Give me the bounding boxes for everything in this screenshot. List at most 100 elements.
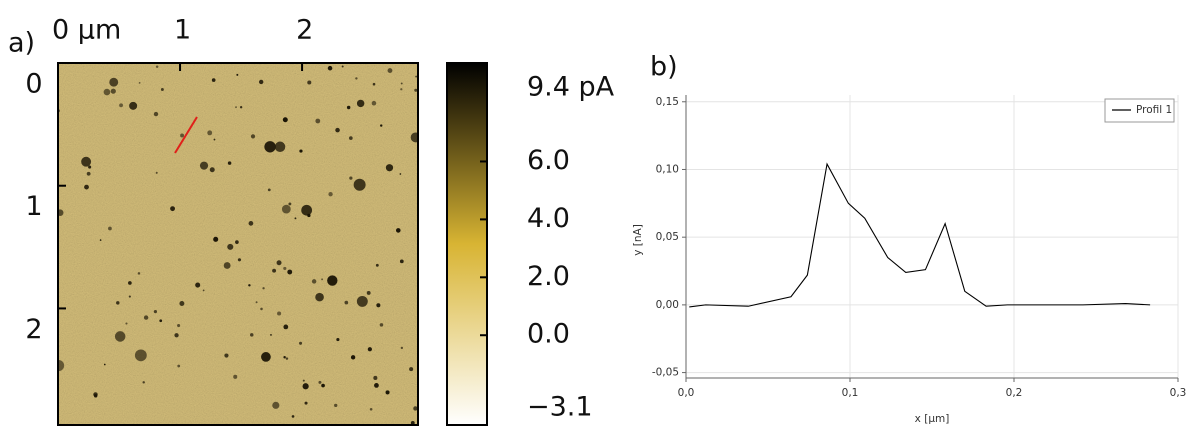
spot bbox=[267, 188, 271, 192]
y-tick-label: -0,05 bbox=[652, 367, 679, 379]
spot bbox=[103, 363, 106, 366]
spot bbox=[213, 236, 219, 242]
spot bbox=[81, 156, 92, 167]
y-tick-label: 2 bbox=[25, 314, 42, 345]
spot bbox=[385, 390, 390, 395]
spot bbox=[346, 105, 351, 110]
spot bbox=[328, 192, 333, 197]
spot bbox=[399, 259, 404, 264]
spot bbox=[250, 333, 254, 337]
spot bbox=[367, 347, 372, 352]
spot bbox=[262, 287, 265, 290]
spot bbox=[153, 111, 159, 117]
spot bbox=[235, 240, 239, 244]
spot bbox=[299, 149, 303, 153]
x-tick-label: 0,1 bbox=[842, 387, 859, 399]
spot bbox=[372, 82, 376, 86]
spot bbox=[108, 226, 112, 231]
spot bbox=[299, 341, 303, 345]
spot bbox=[103, 88, 111, 96]
spot bbox=[395, 228, 401, 233]
spot bbox=[380, 124, 383, 127]
spot bbox=[400, 82, 403, 85]
spot bbox=[334, 403, 338, 408]
spot bbox=[153, 309, 157, 314]
x-tick-label: 0,3 bbox=[1170, 387, 1187, 399]
spot bbox=[269, 333, 273, 336]
y-axis-label: y [nA] bbox=[632, 224, 644, 256]
spot bbox=[235, 106, 237, 109]
spot bbox=[366, 290, 371, 295]
spot bbox=[138, 82, 141, 84]
spot bbox=[369, 407, 373, 411]
spot bbox=[86, 171, 91, 176]
spot bbox=[413, 406, 418, 411]
legend-box bbox=[1104, 98, 1175, 123]
y-tick-label: 0,00 bbox=[656, 299, 679, 311]
spot bbox=[277, 311, 282, 316]
spot bbox=[379, 323, 384, 327]
x-tick-label: 0,0 bbox=[678, 387, 695, 399]
spot bbox=[224, 353, 229, 358]
spot bbox=[237, 258, 242, 262]
panel-label: b) bbox=[650, 52, 678, 83]
spot bbox=[233, 374, 238, 379]
spot bbox=[410, 132, 418, 143]
spot bbox=[177, 323, 181, 328]
y-tick-label: 0,05 bbox=[656, 231, 679, 243]
series-line bbox=[689, 162, 1151, 308]
spot bbox=[211, 78, 216, 82]
spot bbox=[304, 401, 308, 405]
spot bbox=[335, 127, 340, 133]
x-tick-label: 1 bbox=[174, 15, 191, 46]
spot bbox=[202, 289, 205, 292]
colorbar bbox=[446, 62, 488, 426]
spot bbox=[399, 173, 402, 175]
spot bbox=[248, 284, 251, 287]
spot bbox=[414, 88, 418, 92]
spot bbox=[301, 204, 313, 216]
colorbar-label: −3.1 bbox=[527, 392, 593, 423]
panel-label: a) bbox=[8, 28, 35, 59]
spot bbox=[250, 134, 256, 139]
spot bbox=[248, 221, 254, 226]
spot bbox=[134, 349, 147, 362]
spot bbox=[356, 295, 368, 307]
spot bbox=[327, 65, 333, 71]
spot bbox=[114, 331, 126, 342]
map-texture bbox=[58, 63, 418, 425]
spot bbox=[142, 381, 145, 384]
spot bbox=[259, 79, 264, 85]
colorbar-label: 9.4 pA bbox=[527, 72, 615, 103]
spot bbox=[400, 88, 403, 91]
spot bbox=[260, 307, 263, 311]
spot bbox=[315, 118, 321, 124]
spot bbox=[272, 401, 280, 409]
spot bbox=[376, 303, 381, 308]
spot bbox=[195, 282, 201, 288]
spot bbox=[349, 176, 353, 180]
spot bbox=[385, 164, 394, 172]
spot bbox=[209, 167, 215, 173]
spot bbox=[374, 382, 379, 388]
spot bbox=[291, 415, 295, 418]
spot bbox=[341, 65, 344, 68]
spot bbox=[387, 68, 393, 74]
spot bbox=[236, 73, 239, 76]
spot bbox=[84, 184, 89, 190]
x-axis-label: x [µm] bbox=[915, 413, 950, 425]
spot bbox=[344, 300, 349, 305]
spot bbox=[137, 272, 141, 275]
spot bbox=[110, 88, 116, 94]
spot bbox=[264, 141, 276, 153]
spot bbox=[128, 281, 132, 285]
spot bbox=[129, 101, 138, 110]
spots bbox=[58, 65, 418, 425]
spot bbox=[160, 88, 164, 91]
spot bbox=[213, 138, 216, 141]
y-tick-label: 0,15 bbox=[656, 96, 679, 108]
spot bbox=[355, 77, 358, 80]
y-tick-label: 0,10 bbox=[656, 163, 679, 175]
legend-label: Profil 1 bbox=[1136, 104, 1172, 116]
